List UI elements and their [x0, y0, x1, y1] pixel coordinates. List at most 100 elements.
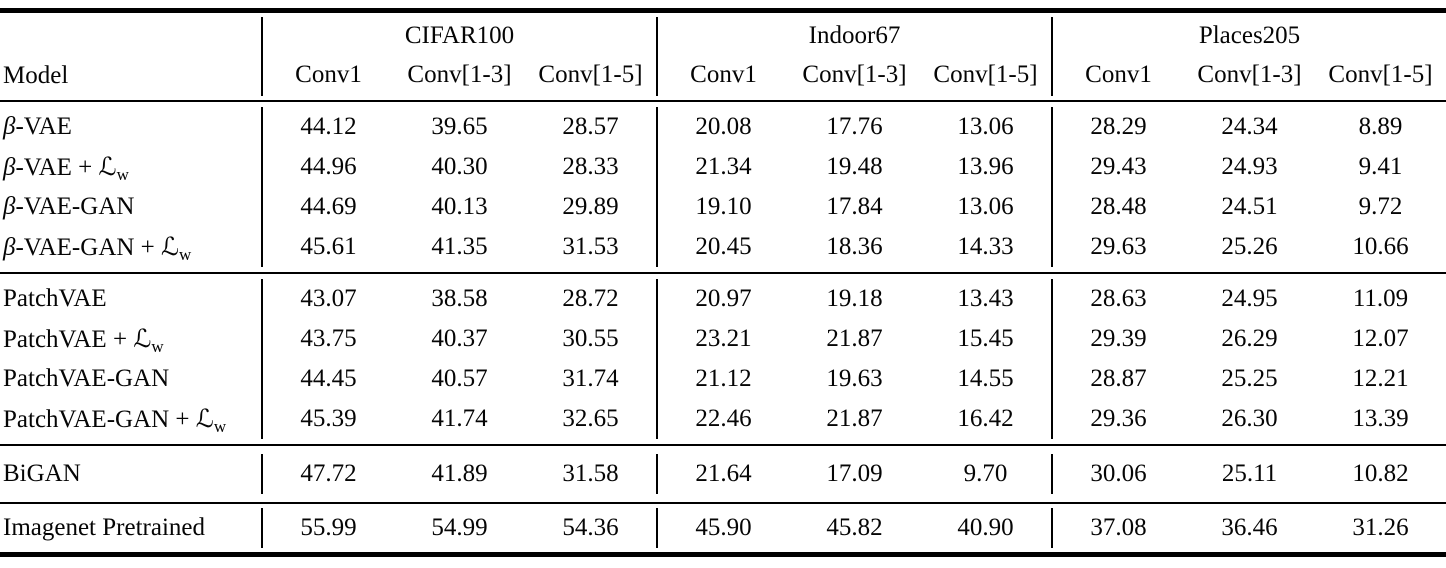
- conv-column-header: Conv1: [1085, 60, 1152, 88]
- conv-header-row: Conv1 Conv[1-3] Conv[1-5]: [658, 53, 1051, 96]
- value-cell: 13.06: [957, 113, 1014, 140]
- value-cell: 43.07: [300, 285, 357, 312]
- value-group: 28.48 24.51 9.72: [1051, 187, 1446, 227]
- value-cell: 40.13: [431, 193, 488, 220]
- table-section: Imagenet Pretrained 55.99 54.99 54.36 45.90 4…: [0, 504, 1446, 552]
- dataset-group-cifar100: CIFAR100 Conv1 Conv[1-3] Conv[1-5]: [261, 17, 656, 96]
- table-section: PatchVAE 43.07 38.58 28.72 20.97 19.18 13.43 28…: [0, 274, 1446, 444]
- value-group: 47.72 41.89 31.58: [261, 454, 656, 494]
- dataset-name: CIFAR100: [404, 22, 515, 49]
- value-group: 29.39 26.29 12.07: [1051, 319, 1446, 359]
- loss-symbol: ℒ: [161, 232, 180, 261]
- model-label: β-VAE + ℒw: [3, 152, 129, 184]
- loss-symbol: ℒ: [195, 404, 214, 433]
- dataset-name: Indoor67: [808, 22, 901, 49]
- value-cell: 36.46: [1221, 514, 1278, 541]
- header-rule: [0, 100, 1446, 102]
- table-row: β-VAE-GAN 44.69 40.13 29.89 19.10 17.84 13.06 2…: [0, 187, 1446, 227]
- value-cell: 20.45: [695, 233, 752, 260]
- value-cell: 45.82: [826, 514, 883, 541]
- value-cell: 28.57: [562, 113, 619, 140]
- value-cell: 44.69: [300, 193, 357, 220]
- value-group: 45.39 41.74 32.65: [261, 399, 656, 439]
- value-cell: 22.46: [695, 405, 752, 432]
- value-group: 28.29 24.34 8.89: [1051, 107, 1446, 147]
- value-cell: 11.09: [1352, 285, 1409, 312]
- value-cell: 9.72: [1358, 193, 1403, 220]
- value-group: 21.12 19.63 14.55: [656, 359, 1051, 399]
- conv-header-row: Conv1 Conv[1-3] Conv[1-5]: [1053, 53, 1446, 96]
- value-cell: 25.25: [1221, 365, 1278, 392]
- value-cell: 55.99: [300, 514, 357, 541]
- value-group: 30.06 25.11 10.82: [1051, 454, 1446, 494]
- value-group: 29.43 24.93 9.41: [1051, 147, 1446, 187]
- model-label: β-VAE-GAN + ℒw: [3, 232, 192, 264]
- value-cell: 25.11: [1221, 460, 1278, 487]
- model-label: Imagenet Pretrained: [3, 514, 205, 541]
- value-cell: 28.29: [1090, 113, 1147, 140]
- value-cell: 45.39: [300, 405, 357, 432]
- value-group: 20.08 17.76 13.06: [656, 107, 1051, 147]
- value-cell: 21.12: [695, 365, 752, 392]
- conv-column-header: Conv[1-3]: [802, 60, 907, 88]
- value-cell: 41.89: [431, 460, 488, 487]
- table-body: β-VAE 44.12 39.65 28.57 20.08 17.76 13.06 28.29…: [0, 102, 1446, 557]
- value-cell: 21.64: [695, 460, 752, 487]
- value-group: 21.34 19.48 13.96: [656, 147, 1051, 187]
- value-cell: 19.10: [695, 193, 752, 220]
- value-cell: 17.84: [826, 193, 883, 220]
- value-cell: 30.55: [562, 325, 619, 352]
- value-cell: 13.43: [957, 285, 1014, 312]
- value-cell: 29.36: [1090, 405, 1147, 432]
- dataset-group-indoor67: Indoor67 Conv1 Conv[1-3] Conv[1-5]: [656, 17, 1051, 96]
- dataset-group-places205: Places205 Conv1 Conv[1-3] Conv[1-5]: [1051, 17, 1446, 96]
- value-cell: 31.58: [562, 460, 619, 487]
- value-cell: 14.33: [957, 233, 1014, 260]
- value-cell: 43.75: [300, 325, 357, 352]
- value-cell: 28.48: [1090, 193, 1147, 220]
- value-cell: 29.63: [1090, 233, 1147, 260]
- section-rule: [0, 272, 1446, 274]
- model-label: β-VAE: [3, 113, 72, 140]
- value-group: 45.90 45.82 40.90: [656, 508, 1051, 548]
- table-row: β-VAE + ℒw 44.96 40.30 28.33 21.34 19.48 13.96…: [0, 147, 1446, 187]
- table-row: BiGAN 47.72 41.89 31.58 21.64 17.09 9.70 30.06 2…: [0, 454, 1446, 494]
- value-cell: 54.36: [562, 514, 619, 541]
- value-group: 43.07 38.58 28.72: [261, 279, 656, 319]
- value-group: 20.45 18.36 14.33: [656, 227, 1051, 267]
- value-cell: 19.48: [826, 153, 883, 180]
- table-row: PatchVAE + ℒw 43.75 40.37 30.55 23.21 21.87 15…: [0, 319, 1446, 359]
- value-cell: 19.63: [826, 365, 883, 392]
- table-row: PatchVAE-GAN + ℒw 45.39 41.74 32.65 22.46 21.…: [0, 399, 1446, 439]
- value-cell: 41.35: [431, 233, 488, 260]
- table-row: β-VAE-GAN + ℒw 45.61 41.35 31.53 20.45 18.36 1…: [0, 227, 1446, 267]
- value-group: 44.45 40.57 31.74: [261, 359, 656, 399]
- conv-header-row: Conv1 Conv[1-3] Conv[1-5]: [263, 53, 656, 96]
- value-cell: 44.96: [300, 153, 357, 180]
- dataset-name: Places205: [1198, 22, 1301, 49]
- value-cell: 31.74: [562, 365, 619, 392]
- value-group: 22.46 21.87 16.42: [656, 399, 1051, 439]
- model-column-header: Model: [3, 62, 69, 89]
- model-column-header-cell: Model: [0, 17, 261, 96]
- value-group: 45.61 41.35 31.53: [261, 227, 656, 267]
- value-cell: 39.65: [431, 113, 488, 140]
- value-cell: 17.76: [826, 113, 883, 140]
- value-cell: 24.95: [1221, 285, 1278, 312]
- value-group: 44.12 39.65 28.57: [261, 107, 656, 147]
- bottom-rule: [0, 552, 1446, 557]
- value-cell: 9.70: [963, 460, 1008, 487]
- table-row: PatchVAE 43.07 38.58 28.72 20.97 19.18 13.43 28…: [0, 279, 1446, 319]
- value-cell: 16.42: [957, 405, 1014, 432]
- value-cell: 32.65: [562, 405, 619, 432]
- value-group: 43.75 40.37 30.55: [261, 319, 656, 359]
- value-cell: 24.34: [1221, 113, 1278, 140]
- value-cell: 10.82: [1352, 460, 1409, 487]
- table-header: Model CIFAR100 Conv1 Conv[1-3] Conv[1-5] Ind…: [0, 17, 1446, 96]
- value-cell: 31.26: [1352, 514, 1409, 541]
- value-cell: 26.29: [1221, 325, 1278, 352]
- value-cell: 21.34: [695, 153, 752, 180]
- value-cell: 29.43: [1090, 153, 1147, 180]
- value-group: 21.64 17.09 9.70: [656, 454, 1051, 494]
